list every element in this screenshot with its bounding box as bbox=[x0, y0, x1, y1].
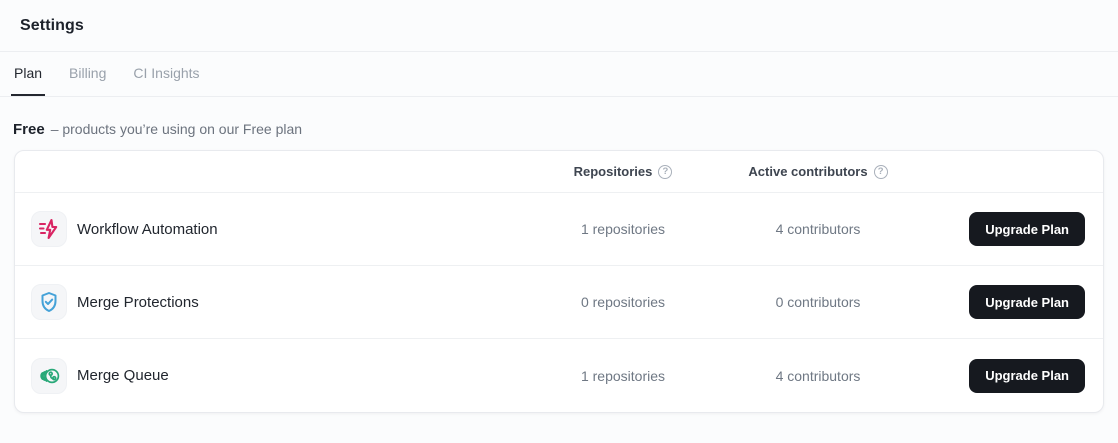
page-title: Settings bbox=[20, 16, 84, 34]
contributors-count: 0 contributors bbox=[775, 294, 861, 310]
upgrade-plan-button[interactable]: Upgrade Plan bbox=[969, 285, 1085, 319]
table-row: Merge Queue 1 repositories 4 contributor… bbox=[15, 339, 1103, 412]
action-cell: Upgrade Plan bbox=[923, 212, 1103, 246]
contributors-count: 4 contributors bbox=[775, 221, 861, 237]
merge-queue-icon bbox=[31, 357, 67, 394]
repositories-count: 0 repositories bbox=[580, 294, 666, 310]
tab-plan[interactable]: Plan bbox=[11, 52, 46, 96]
product-cell: Workflow Automation bbox=[15, 211, 533, 247]
products-table: Repositories ? Active contributors ? Wor… bbox=[14, 150, 1104, 413]
tab-billing[interactable]: Billing bbox=[69, 65, 107, 81]
help-icon[interactable]: ? bbox=[658, 164, 673, 179]
help-icon[interactable]: ? bbox=[873, 164, 888, 179]
column-header-repositories: Repositories ? bbox=[533, 164, 713, 179]
product-cell: Merge Protections bbox=[15, 284, 533, 320]
action-cell: Upgrade Plan bbox=[923, 358, 1103, 393]
workflow-automation-icon bbox=[31, 211, 67, 247]
merge-protections-icon bbox=[31, 284, 67, 320]
table-row: Merge Protections 0 repositories 0 contr… bbox=[15, 266, 1103, 339]
plan-name: Free bbox=[13, 121, 45, 138]
app-header: Settings bbox=[0, 0, 1118, 52]
repositories-count: 1 repositories bbox=[580, 221, 666, 237]
contributors-count: 4 contributors bbox=[775, 367, 861, 384]
plan-description: – products you’re using on our Free plan bbox=[50, 121, 303, 137]
tab-ci-insights[interactable]: CI Insights bbox=[133, 65, 200, 81]
plan-summary: Free – products you’re using on our Free… bbox=[13, 121, 1118, 138]
upgrade-plan-button[interactable]: Upgrade Plan bbox=[969, 358, 1085, 393]
table-header-row: Repositories ? Active contributors ? bbox=[15, 151, 1103, 193]
column-header-active-contributors: Active contributors ? bbox=[713, 164, 923, 179]
column-label: Active contributors bbox=[748, 164, 868, 179]
product-cell: Merge Queue bbox=[15, 357, 533, 394]
table-row: Workflow Automation 1 repositories 4 con… bbox=[15, 193, 1103, 266]
product-name: Merge Queue bbox=[77, 367, 169, 384]
upgrade-plan-button[interactable]: Upgrade Plan bbox=[969, 212, 1085, 246]
product-name: Merge Protections bbox=[77, 293, 199, 311]
action-cell: Upgrade Plan bbox=[923, 285, 1103, 319]
column-label: Repositories bbox=[573, 164, 653, 179]
product-name: Workflow Automation bbox=[77, 220, 218, 238]
repositories-count: 1 repositories bbox=[580, 367, 666, 384]
tabbar: Plan Billing CI Insights bbox=[0, 52, 1118, 97]
